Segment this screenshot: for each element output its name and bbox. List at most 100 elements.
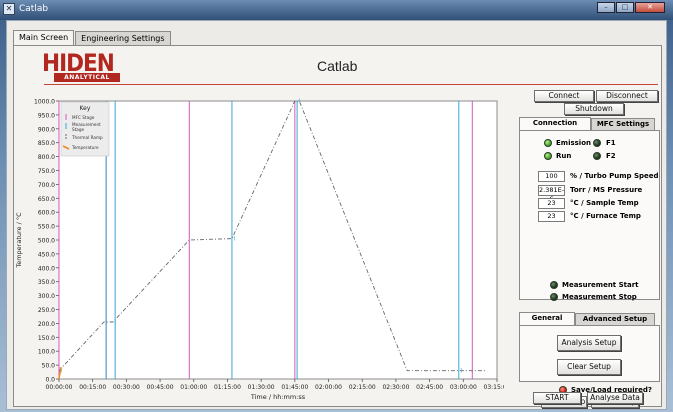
y-tick-label: 800.0 <box>38 154 55 161</box>
y-tick-label: 750.0 <box>38 168 55 175</box>
y-tick-label: 0.0 <box>45 377 55 384</box>
stage-marker: ⌇ <box>60 368 63 375</box>
y-tick-label: 500.0 <box>38 238 55 245</box>
connection-settings-panel: Emission F1 Run F2 100 % / Turbo Pump Sp… <box>519 130 660 301</box>
f2-led <box>593 152 601 160</box>
x-tick-label: 01:45:00 <box>281 384 308 391</box>
legend-swatch <box>62 145 70 150</box>
y-tick-label: 250.0 <box>38 307 55 314</box>
x-tick-label: 00:00:00 <box>46 384 73 391</box>
y-tick-label: 850.0 <box>38 140 55 147</box>
window-title: Catlab <box>19 4 49 14</box>
y-tick-label: 950.0 <box>38 112 55 119</box>
analyse-data-button[interactable]: Analyse Data <box>587 392 643 404</box>
measurement-stop-label: Measurement Stop <box>562 293 637 301</box>
x-tick-label: 02:45:00 <box>416 384 443 391</box>
y-axis-label: Temperature / °C <box>15 212 23 269</box>
ms-pressure-field: 2.381E-6 <box>538 185 565 203</box>
y-tick-label: 900.0 <box>38 126 55 133</box>
x-tick-label: 02:30:00 <box>382 384 409 391</box>
turbo-speed-label: % / Turbo Pump Speed <box>570 172 659 180</box>
y-tick-label: 200.0 <box>38 321 55 328</box>
run-label: Run <box>556 152 572 160</box>
minimize-button[interactable]: – <box>597 2 615 13</box>
start-button[interactable]: START <box>533 392 581 404</box>
tab-advanced-setup[interactable]: Advanced Setup <box>575 313 655 325</box>
legend-entry: Thermal Ramp <box>71 135 103 140</box>
clear-setup-button[interactable]: Clear Setup <box>557 359 621 375</box>
turbo-speed-field: 100 <box>538 171 565 182</box>
emission-label: Emission <box>556 139 591 147</box>
logo-subtext: ANALYTICAL <box>54 73 120 82</box>
legend-entry: Measurement <box>72 122 101 127</box>
emission-led <box>544 139 552 147</box>
measurement-start-led <box>550 281 558 289</box>
measurement-start-label: Measurement Start <box>562 281 639 289</box>
measurement-stop-led <box>550 293 558 301</box>
x-axis-label: Time / hh:mm:ss <box>250 393 306 401</box>
sample-temp-label: °C / Sample Temp <box>570 199 639 207</box>
x-tick-label: 00:45:00 <box>147 384 174 391</box>
main-window: Main Screen Engineering Settings HIDEN A… <box>6 20 667 410</box>
legend-entry: MFC Stage <box>72 115 95 120</box>
legend-entry: Stage <box>72 127 85 132</box>
ms-pressure-label: Torr / MS Pressure <box>570 186 643 194</box>
f1-label: F1 <box>606 139 616 147</box>
legend-title: Key <box>80 105 91 112</box>
plot-area <box>58 100 498 380</box>
stage-marker: ⌇ <box>460 368 463 375</box>
tab-general-setup[interactable]: General Setup <box>519 312 575 333</box>
x-tick-label: 01:15:00 <box>214 384 241 391</box>
stage-marker: ⌇ <box>105 319 108 326</box>
thermal-ramp-line <box>58 100 486 372</box>
x-tick-label: 03:00:00 <box>450 384 477 391</box>
sample-temp-field: 23 <box>538 198 565 209</box>
y-tick-label: 700.0 <box>38 182 55 189</box>
logo-text: HIDEN <box>42 49 115 77</box>
header-divider <box>44 84 658 85</box>
x-tick-label: 03:15:00 <box>484 384 504 391</box>
save-load-prompt: Save/Load required? <box>571 386 652 394</box>
shutdown-button[interactable]: Shutdown <box>564 103 624 115</box>
maximize-button[interactable]: □ <box>616 2 634 13</box>
title-bar: ✕ Catlab – □ ✕ <box>0 0 673 20</box>
x-tick-label: 01:00:00 <box>180 384 207 391</box>
y-tick-label: 350.0 <box>38 279 55 286</box>
chart-svg: 0.0 50.0 100.0 150.0 200.0 250.0 300.0 350.0 400… <box>15 98 511 401</box>
y-tick-label: 50.0 <box>42 363 56 370</box>
y-tick-label: 600.0 <box>38 210 55 217</box>
y-tick-label: 150.0 <box>38 335 55 342</box>
analysis-setup-button[interactable]: Analysis Setup <box>557 335 621 351</box>
tab-engineering-settings[interactable]: Engineering Settings <box>75 31 171 45</box>
y-tick-label: 100.0 <box>38 349 55 356</box>
run-led <box>544 152 552 160</box>
close-button[interactable]: ✕ <box>635 2 665 13</box>
furnace-temp-label: °C / Furnace Temp <box>570 212 641 220</box>
app-icon: ✕ <box>3 3 15 15</box>
y-tick-label: 1000.0 <box>34 99 55 106</box>
tab-mfc-settings[interactable]: MFC Settings <box>591 118 655 130</box>
temperature-chart: 0.0 50.0 100.0 150.0 200.0 250.0 300.0 350.0 400… <box>9 95 511 411</box>
furnace-temp-field: 23 <box>538 211 565 222</box>
legend-entry: Temperature <box>71 145 99 150</box>
tab-main-screen[interactable]: Main Screen <box>13 30 75 45</box>
tab-connection-settings[interactable]: Connection Settings <box>519 117 591 138</box>
y-tick-label: 550.0 <box>38 224 55 231</box>
f1-led <box>593 139 601 147</box>
hiden-logo: HIDEN ANALYTICAL <box>42 49 132 82</box>
x-tick-label: 02:00:00 <box>315 384 342 391</box>
x-tick-label: 00:15:00 <box>79 384 106 391</box>
page-title: Catlab <box>317 58 358 74</box>
temperature-trace <box>58 366 62 380</box>
x-tick-label: 00:30:00 <box>113 384 140 391</box>
legend-box <box>60 101 110 157</box>
y-tick-label: 650.0 <box>38 196 55 203</box>
x-tick-label: 02:15:00 <box>349 384 376 391</box>
stage-marker: ⌇ <box>114 319 117 326</box>
x-tick-label: 01:30:00 <box>248 384 275 391</box>
connect-button[interactable]: Connect <box>534 90 594 102</box>
y-tick-label: 400.0 <box>38 265 55 272</box>
stage-marker: ⌇ <box>233 236 236 243</box>
stage-marker: ⌇ <box>298 98 301 105</box>
disconnect-button[interactable]: Disconnect <box>596 90 658 102</box>
